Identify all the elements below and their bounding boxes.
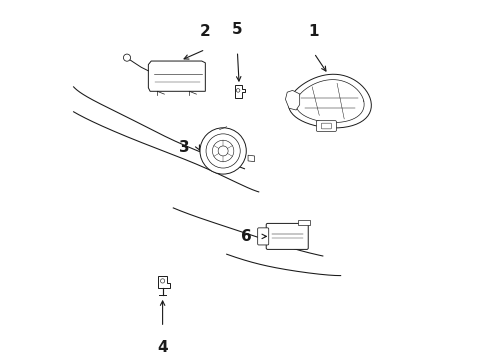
Circle shape: [160, 279, 164, 283]
Text: 2: 2: [200, 24, 210, 39]
Text: 3: 3: [178, 140, 189, 155]
FancyBboxPatch shape: [265, 224, 307, 249]
Polygon shape: [234, 85, 244, 98]
Text: 6: 6: [241, 229, 251, 244]
Circle shape: [236, 89, 240, 92]
Text: 1: 1: [308, 24, 319, 39]
FancyBboxPatch shape: [321, 123, 331, 129]
Polygon shape: [247, 155, 254, 162]
Polygon shape: [285, 90, 299, 110]
Polygon shape: [158, 275, 170, 288]
FancyBboxPatch shape: [316, 121, 336, 131]
Polygon shape: [148, 61, 205, 91]
FancyBboxPatch shape: [257, 228, 268, 245]
Circle shape: [123, 54, 130, 61]
Circle shape: [218, 146, 228, 156]
Text: 5: 5: [232, 22, 242, 37]
Polygon shape: [297, 220, 310, 225]
Circle shape: [200, 128, 246, 174]
Polygon shape: [288, 74, 370, 128]
Text: 4: 4: [157, 340, 167, 355]
